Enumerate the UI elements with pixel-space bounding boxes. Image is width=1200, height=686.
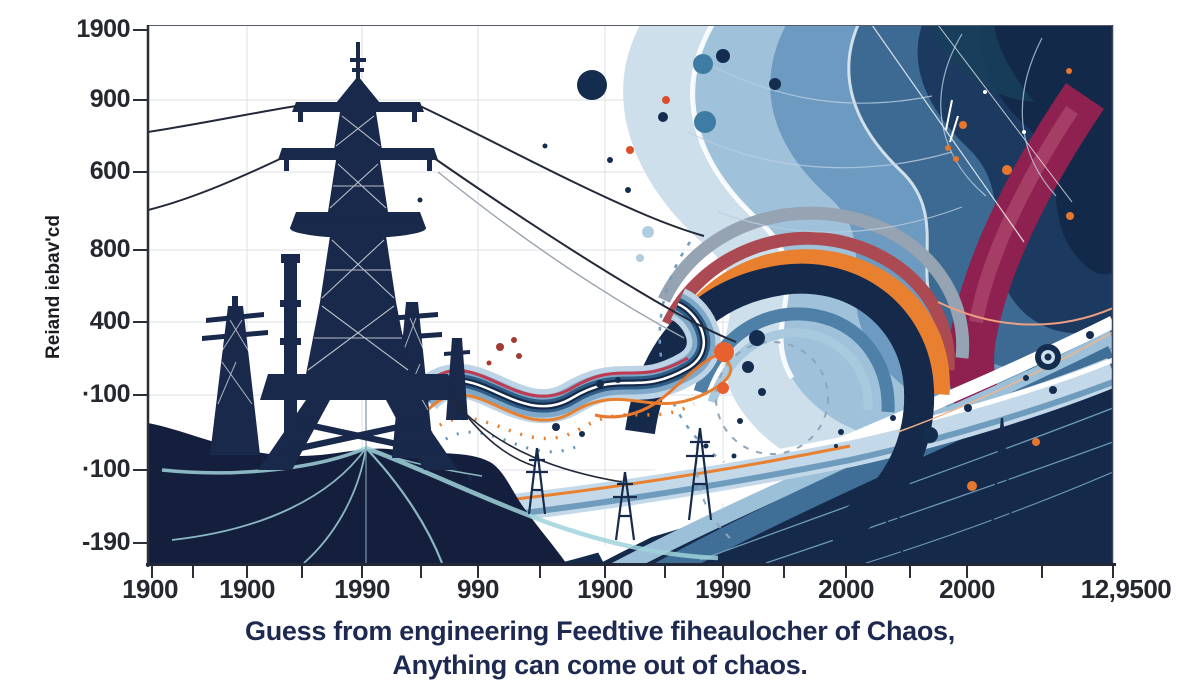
- y-tick-label: 900: [89, 85, 131, 113]
- y-tick-label: 1900: [76, 15, 130, 43]
- x-tick-label: 2000: [939, 574, 995, 604]
- x-axis-ticks: [151, 566, 1114, 578]
- y-tick-label: ·100: [81, 455, 131, 483]
- caption-line-1: Guess from engineering Feedtive fiheaulo…: [245, 616, 955, 646]
- y-tick-label: -190: [81, 528, 131, 556]
- y-axis-ticks: [133, 29, 147, 544]
- central-eye-swirl: [625, 206, 970, 548]
- y-tick-label: 400: [89, 307, 131, 335]
- x-tick-label: 2000: [818, 574, 874, 604]
- energy-ribbon: [411, 288, 733, 454]
- main-transmission-tower-silhouette: [258, 42, 458, 470]
- x-tick-label: 990: [457, 574, 499, 604]
- x-tick-label: 1900: [219, 574, 275, 604]
- decorative-trace-lines: [594, 25, 1113, 433]
- y-tick-label: ·100: [81, 380, 131, 408]
- x-tick-label: 1900: [577, 574, 633, 604]
- foreground-ground: [148, 388, 719, 564]
- x-tick-label: 12,9500: [1080, 574, 1172, 604]
- caption-line-2: Anything can come out of chaos.: [392, 650, 808, 680]
- distant-pylons: [526, 417, 1017, 554]
- plot-frame: [133, 25, 1116, 578]
- x-tick-label: 1990: [334, 574, 390, 604]
- power-lines: [148, 105, 737, 483]
- scatter-dots: [417, 49, 1094, 491]
- x-tick-label: 1900: [122, 574, 178, 604]
- y-axis-title: Reiand iebav'cd: [43, 215, 64, 359]
- x-tick-label: 1990: [695, 574, 751, 604]
- y-tick-label: 600: [89, 157, 131, 185]
- power-flow-roots: [161, 445, 719, 564]
- y-tick-label: 800: [89, 235, 131, 263]
